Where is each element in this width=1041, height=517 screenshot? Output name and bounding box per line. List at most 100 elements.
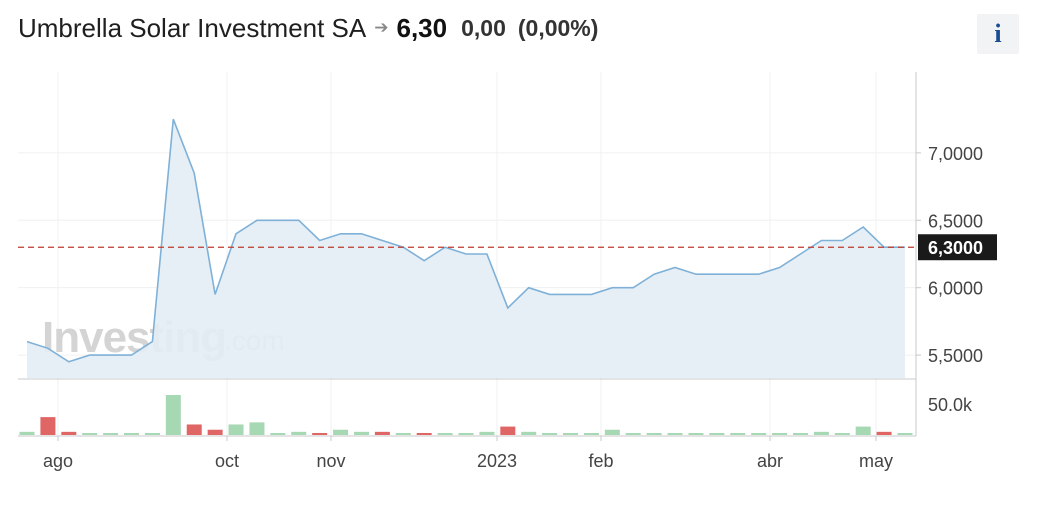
volume-bar bbox=[103, 433, 119, 435]
volume-bar bbox=[82, 433, 98, 435]
data-point bbox=[151, 340, 153, 342]
data-point bbox=[235, 233, 237, 235]
volume-bar bbox=[897, 433, 913, 435]
data-point bbox=[444, 246, 446, 248]
volume-bar bbox=[604, 429, 620, 435]
info-button[interactable]: i bbox=[977, 14, 1019, 54]
data-point bbox=[757, 273, 759, 275]
x-tick-label: 2023 bbox=[477, 451, 517, 471]
data-point bbox=[423, 260, 425, 262]
instrument-name: Umbrella Solar Investment SA bbox=[18, 12, 367, 43]
data-point bbox=[339, 233, 341, 235]
data-point bbox=[716, 273, 718, 275]
volume-bar bbox=[353, 431, 369, 435]
price-area-fill bbox=[27, 119, 905, 378]
y-tick-label: 5,5000 bbox=[928, 346, 983, 366]
price-line bbox=[26, 118, 905, 363]
data-point bbox=[548, 293, 550, 295]
volume-bar bbox=[312, 433, 328, 435]
y-tick-label: 6,0000 bbox=[928, 279, 983, 299]
data-point bbox=[109, 354, 111, 356]
data-point bbox=[590, 293, 592, 295]
volume-bar bbox=[563, 433, 579, 435]
data-point bbox=[528, 286, 530, 288]
volume-bar bbox=[437, 433, 453, 435]
x-tick-label: ago bbox=[43, 451, 73, 471]
data-point bbox=[486, 253, 488, 255]
data-point bbox=[507, 307, 509, 309]
instrument-header: Umbrella Solar Investment SA ➔ 6,30 0,00… bbox=[18, 10, 598, 46]
volume-bar bbox=[521, 431, 537, 435]
info-icon: i bbox=[994, 19, 1002, 48]
volume-bar bbox=[186, 424, 202, 435]
volume-bar bbox=[395, 433, 411, 435]
volume-bar bbox=[124, 433, 140, 435]
current-price-marker: 6,3000 bbox=[18, 234, 997, 261]
volume-bar bbox=[583, 433, 599, 435]
price-change-percent: (0,00%) bbox=[517, 14, 599, 41]
volume-bar bbox=[291, 431, 307, 435]
current-price-label: 6,3000 bbox=[928, 238, 983, 258]
volume-bar bbox=[207, 429, 223, 435]
volume-bar bbox=[479, 431, 495, 435]
x-tick-label: oct bbox=[215, 451, 239, 471]
volume-bar bbox=[834, 433, 850, 435]
data-point bbox=[632, 286, 634, 288]
volume-bar bbox=[667, 433, 683, 435]
data-point bbox=[172, 118, 174, 120]
volume-bar bbox=[688, 433, 704, 435]
y-tick-label: 6,5000 bbox=[928, 211, 983, 231]
volume-bar bbox=[270, 433, 286, 435]
volume-bar bbox=[813, 431, 829, 435]
volume-bar bbox=[646, 433, 662, 435]
volume-bar bbox=[61, 431, 77, 435]
volume-bar bbox=[730, 433, 746, 435]
data-point bbox=[89, 354, 91, 356]
data-point bbox=[360, 233, 362, 235]
data-point bbox=[256, 219, 258, 221]
last-price: 6,30 bbox=[396, 12, 448, 43]
volume-bar bbox=[625, 433, 641, 435]
x-tick-label: nov bbox=[316, 451, 345, 471]
y-tick-label: 7,0000 bbox=[928, 144, 983, 164]
right-arrow-icon: ➔ bbox=[374, 18, 389, 37]
data-point bbox=[318, 239, 320, 241]
volume-bar bbox=[855, 426, 871, 435]
x-tick-label: feb bbox=[588, 451, 613, 471]
data-point bbox=[298, 219, 300, 221]
volume-bar bbox=[374, 431, 390, 435]
volume-bar bbox=[228, 424, 244, 435]
data-point bbox=[130, 354, 132, 356]
data-point bbox=[653, 273, 655, 275]
volume-bar bbox=[249, 422, 265, 435]
data-point bbox=[674, 266, 676, 268]
data-point bbox=[737, 273, 739, 275]
volume-bar bbox=[19, 431, 35, 435]
volume-bars bbox=[19, 395, 913, 435]
volume-bar bbox=[542, 433, 558, 435]
data-point bbox=[569, 293, 571, 295]
x-tick-label: abr bbox=[757, 451, 783, 471]
data-point bbox=[277, 219, 279, 221]
data-point bbox=[799, 253, 801, 255]
volume-bar bbox=[333, 429, 349, 435]
volume-bar bbox=[458, 433, 474, 435]
volume-axis-label: 50.0k bbox=[928, 395, 973, 415]
price-area bbox=[26, 118, 905, 378]
volume-bar bbox=[144, 433, 160, 435]
data-point bbox=[214, 293, 216, 295]
volume-bar bbox=[165, 395, 181, 435]
volume-bar bbox=[40, 417, 56, 435]
data-point bbox=[465, 253, 467, 255]
data-point bbox=[862, 226, 864, 228]
chart-axes: 7,0000 6,5000 6,0000 5,5000 50.0k ago oct nov 20… bbox=[18, 72, 983, 471]
data-point bbox=[611, 286, 613, 288]
volume-bar bbox=[876, 431, 892, 435]
x-tick-label: may bbox=[859, 451, 893, 471]
volume-bar bbox=[772, 433, 788, 435]
data-point bbox=[841, 239, 843, 241]
price-change: 0,00 bbox=[461, 14, 506, 41]
data-point bbox=[820, 239, 822, 241]
current-price-label-bg bbox=[918, 234, 997, 261]
